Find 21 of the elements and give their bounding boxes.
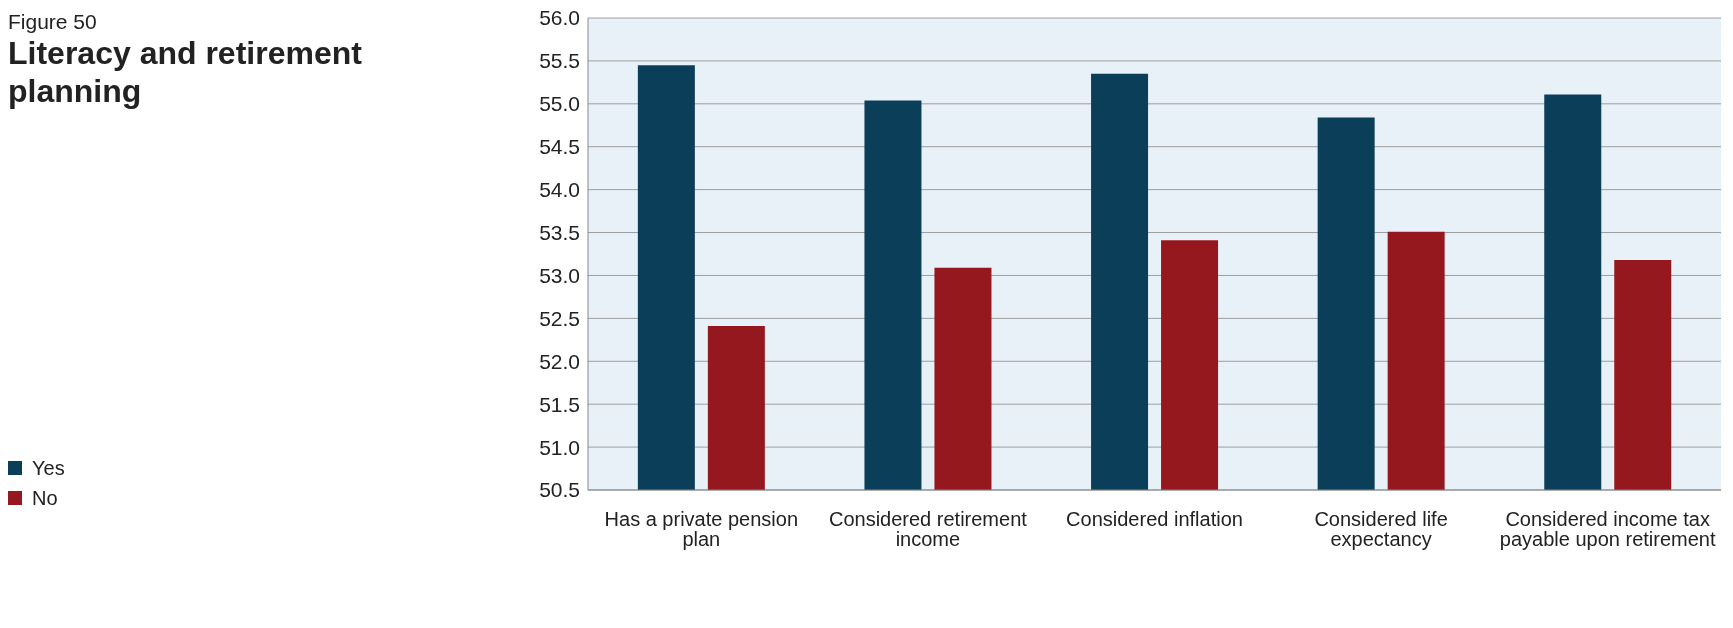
y-tick-label: 50.5 (539, 478, 580, 502)
x-tick-label: Has a private pension plan (604, 508, 799, 551)
x-tick-label: Considered retirement income (828, 508, 1028, 551)
y-tick-label: 52.5 (539, 306, 580, 330)
x-tick-label: Considered income tax payable upon retirement (1499, 508, 1716, 551)
x-tick-label: Considered life expectancy (1314, 508, 1448, 551)
text: Figure 50 (8, 10, 98, 34)
y-tick-label: 55.5 (539, 49, 580, 73)
y-tick-label: 51.5 (539, 392, 580, 416)
y-tick-label: 55.0 (539, 92, 580, 116)
y-tick-label: 53.0 (539, 263, 580, 287)
y-tick-label: 56.0 (539, 6, 580, 30)
y-tick-label: 54.0 (539, 178, 580, 202)
y-tick-label: 54.5 (539, 135, 580, 159)
legend-label: Yes (32, 456, 65, 481)
legend-label: No (32, 486, 58, 511)
y-tick-label: 52.0 (539, 349, 580, 373)
x-tick-label: Considered inflation (1066, 508, 1243, 531)
y-tick-label: 51.0 (539, 435, 580, 459)
y-tick-label: 53.5 (539, 221, 580, 244)
text: Literacy and retirement planning (8, 34, 363, 110)
